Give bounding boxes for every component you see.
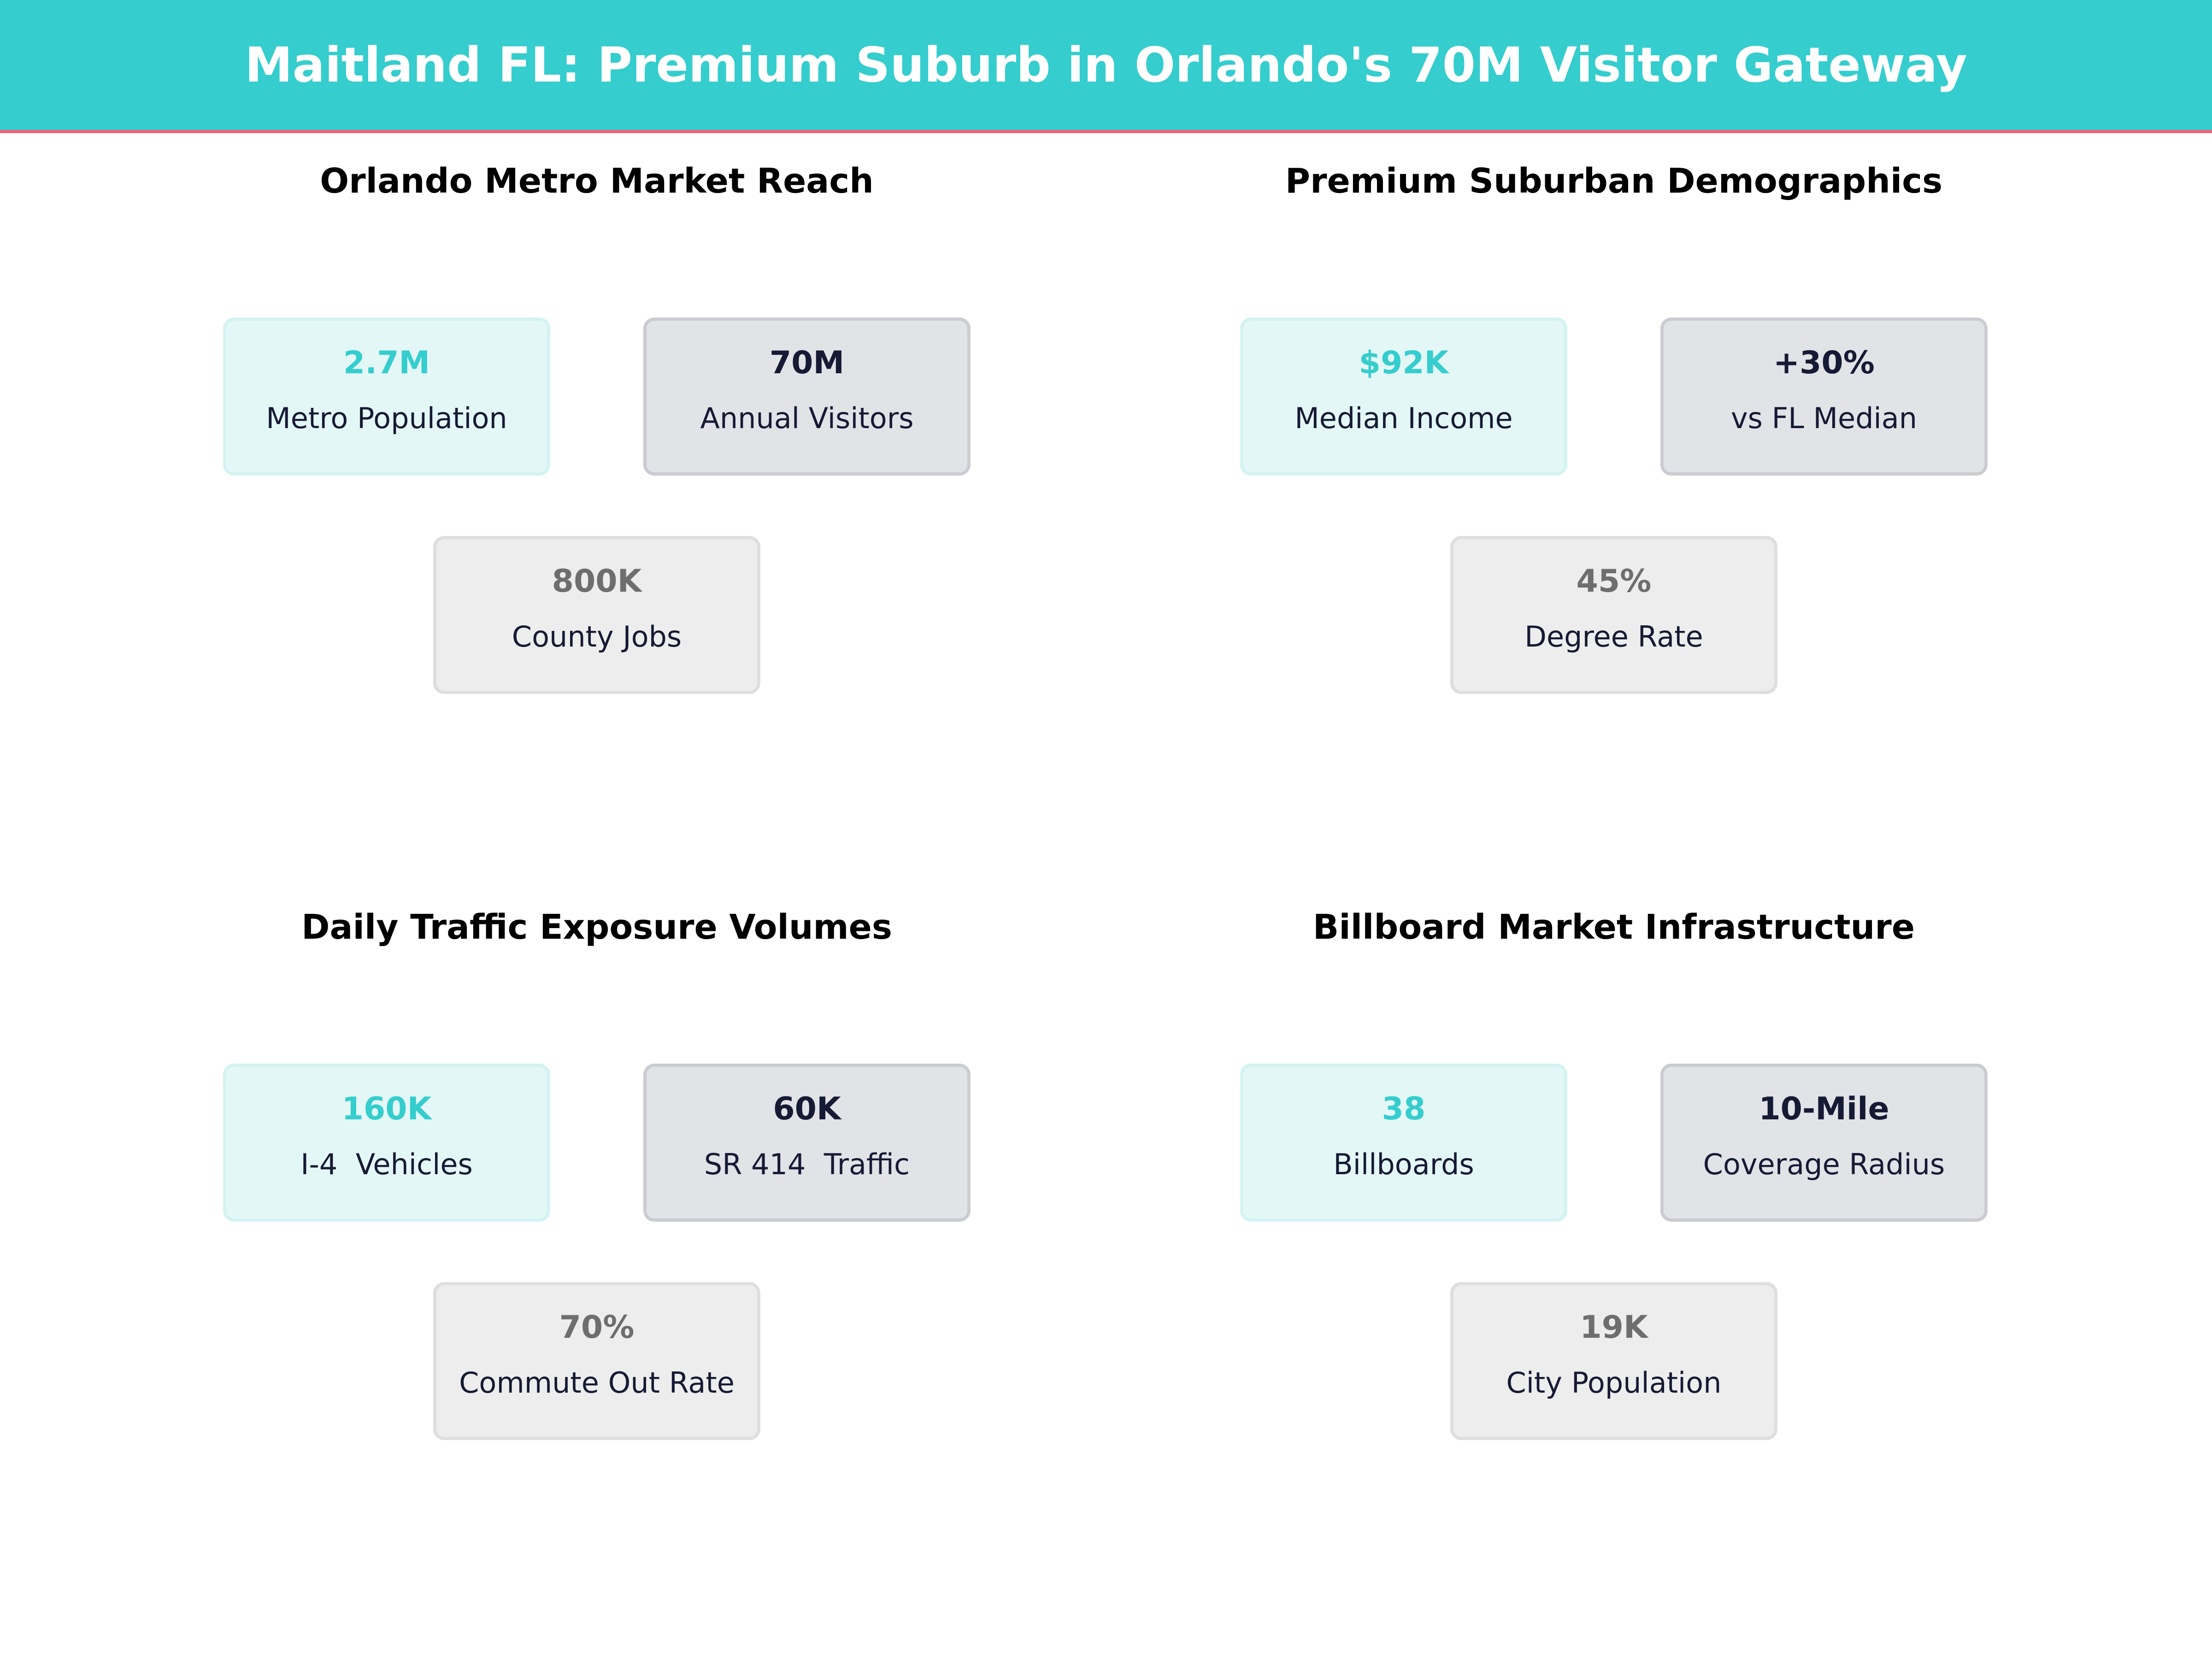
- metric-card-coverage-radius: 10-Mile Coverage Radius: [1660, 1064, 1988, 1222]
- metric-value: $92K: [1359, 345, 1449, 381]
- metric-label: Annual Visitors: [700, 401, 914, 435]
- metric-value: 45%: [1576, 563, 1652, 600]
- metric-card-i4-vehicles: 160K I-4 Vehicles: [223, 1064, 550, 1222]
- metric-label: County Jobs: [512, 620, 682, 653]
- metric-card-sr414-traffic: 60K SR 414 Traffic: [643, 1064, 971, 1222]
- metric-value: 70M: [769, 345, 845, 381]
- metric-label: City Population: [1506, 1366, 1722, 1400]
- metric-label: Metro Population: [266, 401, 507, 435]
- metric-value: +30%: [1773, 345, 1875, 381]
- metric-value: 19K: [1580, 1309, 1648, 1346]
- page-title: Maitland FL: Premium Suburb in Orlando's…: [245, 37, 1967, 93]
- metric-label: Median Income: [1294, 401, 1513, 435]
- metric-label: Commute Out Rate: [459, 1366, 735, 1400]
- metric-label: Billboards: [1333, 1147, 1474, 1181]
- metric-card-vs-fl-median: +30% vs FL Median: [1660, 318, 1988, 476]
- metric-value: 38: [1382, 1091, 1426, 1127]
- panel-title-metro-reach: Orlando Metro Market Reach: [320, 161, 874, 201]
- metric-card-county-jobs: 800K County Jobs: [433, 536, 760, 694]
- metric-card-median-income: $92K Median Income: [1240, 318, 1567, 476]
- header-banner: Maitland FL: Premium Suburb in Orlando's…: [0, 0, 2212, 130]
- metric-card-city-population: 19K City Population: [1450, 1282, 1777, 1440]
- metric-card-metro-population: 2.7M Metro Population: [223, 318, 550, 476]
- metric-value: 60K: [773, 1091, 841, 1127]
- panel-title-billboard-infra: Billboard Market Infrastructure: [1312, 907, 1915, 947]
- metric-label: vs FL Median: [1730, 401, 1918, 435]
- metric-label: Degree Rate: [1524, 620, 1703, 653]
- header-accent-line: [0, 130, 2212, 133]
- metric-value: 800K: [552, 563, 642, 600]
- metric-value: 2.7M: [343, 345, 430, 381]
- metric-card-annual-visitors: 70M Annual Visitors: [643, 318, 971, 476]
- panel-title-traffic: Daily Traffic Exposure Volumes: [301, 907, 892, 947]
- metric-card-commute-out-rate: 70% Commute Out Rate: [433, 1282, 760, 1440]
- metric-label: Coverage Radius: [1703, 1147, 1945, 1181]
- metric-label: SR 414 Traffic: [704, 1147, 910, 1181]
- metric-value: 160K: [341, 1091, 432, 1127]
- metric-value: 10-Mile: [1759, 1091, 1889, 1127]
- metric-value: 70%: [559, 1309, 635, 1346]
- panel-title-demographics: Premium Suburban Demographics: [1285, 161, 1943, 201]
- metric-card-billboards: 38 Billboards: [1240, 1064, 1567, 1222]
- metric-card-degree-rate: 45% Degree Rate: [1450, 536, 1777, 694]
- metric-label: I-4 Vehicles: [300, 1147, 473, 1181]
